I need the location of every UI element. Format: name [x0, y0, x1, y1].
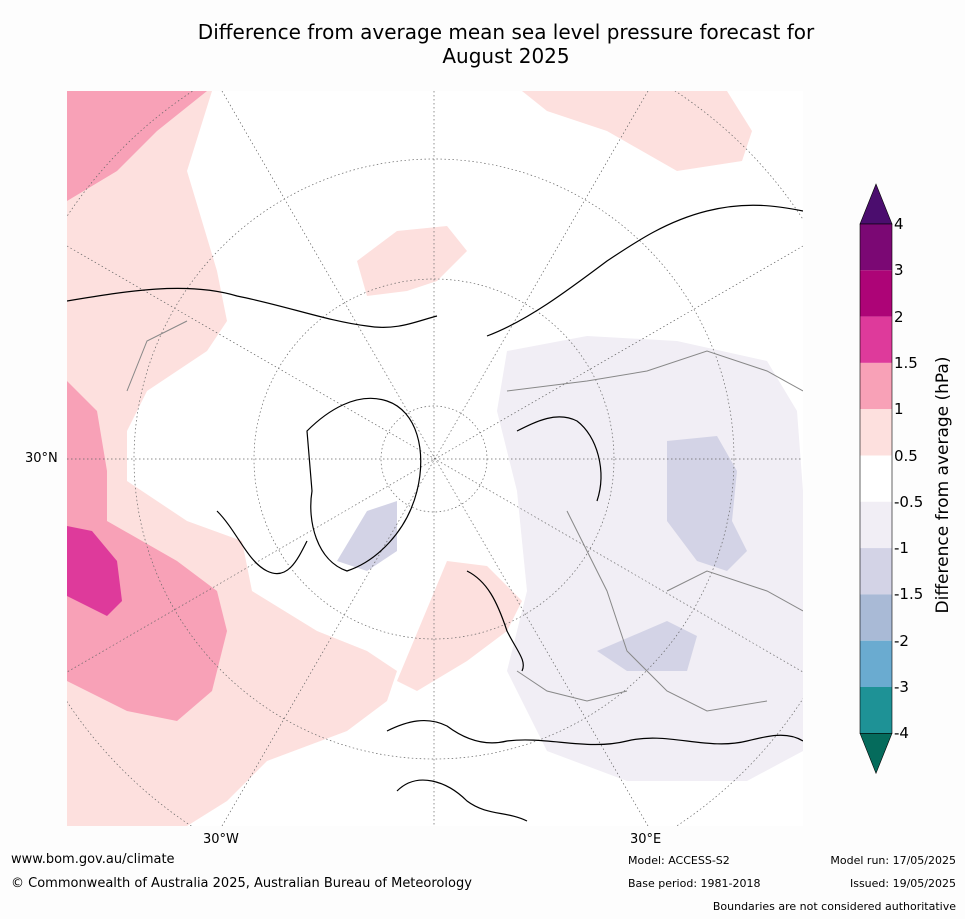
- anomaly-region-light-pink-pacific: [67, 91, 397, 826]
- anomaly-region-light-blue-russia: [597, 621, 697, 671]
- polar-map: [67, 91, 803, 826]
- footer-copyright: © Commonwealth of Australia 2025, Austra…: [11, 876, 472, 891]
- colorbar-cell: [860, 548, 892, 595]
- colorbar-label: Difference from average (hPa): [933, 356, 953, 614]
- footer-issued: Issued: 19/05/2025: [849, 877, 956, 890]
- colorbar-cell: [860, 455, 892, 502]
- anomaly-region-light-blue-siberia: [667, 436, 747, 571]
- anomaly-region-light-pink-baffin: [357, 226, 467, 296]
- colorbar-arrow-bottom: [859, 733, 893, 775]
- anomaly-region-light-pink-top-right: [522, 91, 752, 171]
- colorbar-cell: [860, 409, 892, 456]
- colorbar-cell: [860, 687, 892, 734]
- anomaly-region-light-pink-scandinavia: [397, 561, 522, 691]
- graticule: [67, 91, 803, 826]
- colorbar-tick-label: -0.5: [894, 492, 924, 511]
- colorbar-cell: [860, 640, 892, 687]
- colorbar-cell: [860, 316, 892, 363]
- colorbar-cell: [860, 362, 892, 410]
- colorbar-cell: [860, 594, 892, 641]
- colorbar-cell: [860, 224, 892, 271]
- country-boundaries: [126, 320, 803, 712]
- colorbar-tick-label: 3: [894, 261, 904, 280]
- colorbar: [859, 183, 893, 775]
- map-title: Difference from average mean sea level p…: [0, 20, 965, 68]
- coastlines: [67, 204, 803, 822]
- colorbar-tick-label: 4: [894, 215, 904, 233]
- colorbar-tick-label: 2: [894, 307, 904, 326]
- colorbar-tick-label: 1.5: [894, 353, 918, 372]
- colorbar-tick-label: -3: [894, 678, 909, 696]
- colorbar-cell: [860, 501, 892, 549]
- colorbar-tick-label: -1: [894, 539, 909, 558]
- footer-url: www.bom.gov.au/climate: [11, 852, 175, 867]
- colorbar-tick-label: 0.5: [894, 446, 918, 465]
- label-30w: 30°W: [203, 832, 239, 847]
- anomaly-region-magenta: [67, 526, 122, 616]
- colorbar-arrow-top: [859, 183, 893, 225]
- footer-model-run: Model run: 17/05/2025: [830, 854, 956, 867]
- label-30e: 30°E: [630, 832, 662, 847]
- anomaly-region-light-blue-greenland: [337, 501, 397, 571]
- label-30n: 30°N: [25, 451, 58, 466]
- title-line-2: August 2025: [442, 44, 570, 68]
- anomaly-region-pink-pacific-south: [67, 381, 227, 721]
- colorbar-tick-label: -4: [894, 724, 909, 743]
- footer-base-period: Base period: 1981-2018: [628, 877, 761, 890]
- footer-model: Model: ACCESS-S2: [628, 854, 730, 867]
- colorbar-tick-label: -2: [894, 631, 909, 650]
- colorbar-tick-label: 1: [894, 400, 904, 419]
- colorbar-cell: [860, 270, 892, 317]
- footer-boundaries-note: Boundaries are not considered authoritat…: [712, 900, 956, 913]
- anomaly-region-pink-pacific: [67, 91, 207, 201]
- title-line-1: Difference from average mean sea level p…: [197, 20, 815, 44]
- anomaly-region-lavender-eurasia: [497, 336, 803, 781]
- colorbar-tick-label: -1.5: [894, 585, 924, 604]
